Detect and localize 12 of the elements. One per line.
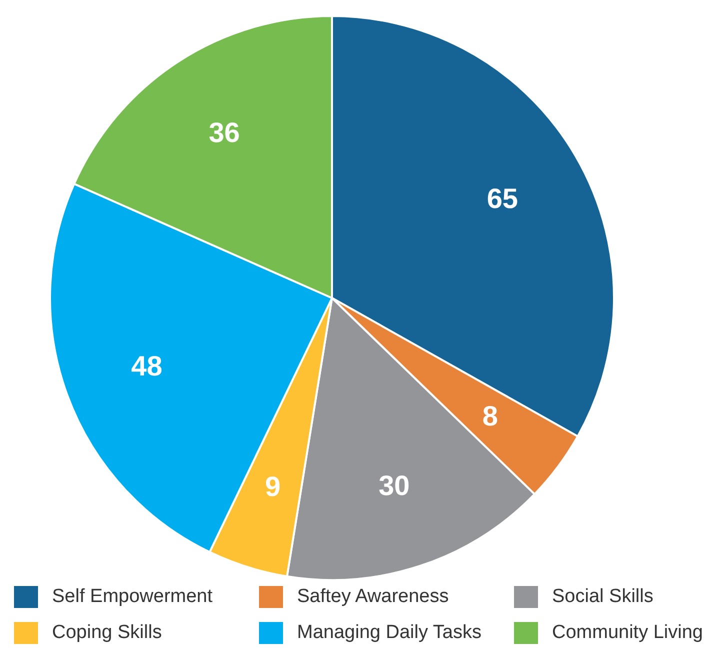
legend-label: Saftey Awareness [297, 586, 449, 608]
data-label: 8 [482, 400, 498, 432]
legend-label: Community Living [552, 622, 703, 644]
data-label: 9 [265, 470, 281, 502]
legend-label: Coping Skills [52, 622, 162, 644]
data-label: 48 [131, 350, 162, 382]
legend-label: Social Skills [552, 586, 654, 608]
legend-label: Managing Daily Tasks [297, 622, 482, 644]
data-label: 36 [208, 117, 240, 148]
data-label: 65 [486, 182, 518, 214]
data-label: 30 [378, 470, 410, 501]
legend-label: Self Empowerment [52, 586, 213, 608]
